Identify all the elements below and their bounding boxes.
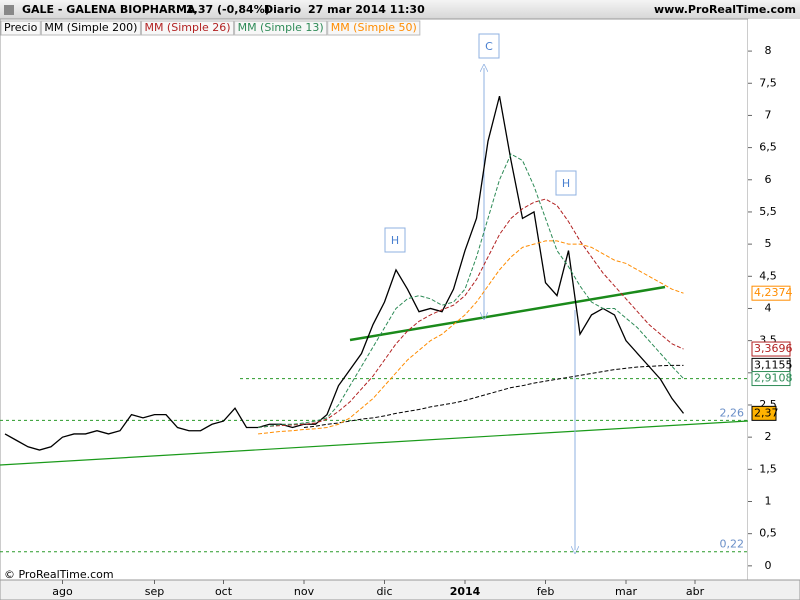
y-tick-label: 1,5 bbox=[759, 462, 777, 475]
x-tick-label: mar bbox=[615, 585, 637, 598]
last-value-label: 3,3696 bbox=[754, 342, 793, 355]
x-tick-label: oct bbox=[215, 585, 233, 598]
pattern-box bbox=[478, 33, 500, 59]
header-icon bbox=[4, 5, 14, 15]
y-tick-label: 0,5 bbox=[759, 527, 777, 540]
x-axis-area bbox=[0, 579, 800, 600]
x-tick-label: dic bbox=[376, 585, 392, 598]
y-tick-label: 6,5 bbox=[759, 141, 777, 154]
legend-box bbox=[140, 20, 235, 36]
legend-box bbox=[0, 20, 41, 36]
y-tick-label: 6 bbox=[765, 173, 772, 186]
legend-box bbox=[234, 20, 328, 36]
pattern-label: C bbox=[485, 40, 493, 53]
x-tick-label: feb bbox=[537, 585, 555, 598]
legend-box bbox=[327, 20, 421, 36]
site: www.ProRealTime.com bbox=[654, 3, 796, 16]
last-value-label: 2,37 bbox=[754, 406, 779, 419]
x-tick-label: 2014 bbox=[450, 585, 481, 598]
last-value-box bbox=[751, 405, 777, 421]
level-label: 2,26 bbox=[720, 406, 745, 419]
y-tick-label: 2 bbox=[765, 430, 772, 443]
pattern-box bbox=[555, 170, 577, 196]
legend-entry: MM (Simple 200) bbox=[44, 21, 137, 34]
legend-entry: MM (Simple 13) bbox=[238, 21, 324, 34]
legend-entry: MM (Simple 50) bbox=[331, 21, 417, 34]
x-tick-label: ago bbox=[52, 585, 73, 598]
date: 27 mar 2014 11:30 bbox=[308, 3, 425, 16]
legend-entry: MM (Simple 26) bbox=[144, 21, 230, 34]
data-layer: 00,511,522,533,544,555,566,577,58agosepo… bbox=[0, 44, 793, 598]
legend: Precio MM (Simple 200) MM (Simple 26) MM (S… bbox=[0, 20, 421, 36]
last-value-box bbox=[751, 341, 791, 357]
copyright: © ProRealTime.com bbox=[4, 568, 114, 581]
y-tick-label: 7,5 bbox=[759, 76, 777, 89]
x-tick-label: nov bbox=[294, 585, 315, 598]
moving-average bbox=[303, 364, 684, 428]
pattern-label: H bbox=[562, 177, 570, 190]
y-tick-label: 4 bbox=[765, 301, 772, 314]
moving-average bbox=[257, 198, 684, 428]
support-trendline bbox=[0, 420, 749, 466]
title: GALE - GALENA BIOPHARMA bbox=[22, 3, 196, 16]
y-tick-label: 7 bbox=[765, 108, 772, 121]
legend-entry: Precio bbox=[4, 21, 38, 34]
last-value-box bbox=[751, 285, 791, 301]
moving-average bbox=[257, 240, 684, 435]
pattern-box bbox=[384, 227, 406, 253]
last-value-box bbox=[751, 371, 791, 387]
y-tick-label: 8 bbox=[765, 44, 772, 57]
y-tick-label: 5,5 bbox=[759, 205, 777, 218]
level-label: 0,22 bbox=[720, 538, 745, 551]
last-value-label: 3,1155 bbox=[754, 358, 793, 371]
y-tick-label: 4,5 bbox=[759, 269, 777, 282]
y-tick-label: 0 bbox=[765, 559, 772, 572]
header-bar bbox=[0, 0, 800, 19]
x-tick-label: sep bbox=[145, 585, 164, 598]
moving-average bbox=[257, 153, 684, 428]
pattern-label: H bbox=[391, 234, 399, 247]
period: Diario bbox=[264, 3, 302, 16]
y-tick-label: 5 bbox=[765, 237, 772, 250]
y-tick-label: 1 bbox=[765, 494, 772, 507]
last-value-label: 2,9108 bbox=[754, 372, 793, 385]
plot-area bbox=[0, 18, 749, 581]
price-label: 2,37 (-0,84%) bbox=[186, 3, 270, 16]
legend-box bbox=[40, 20, 141, 36]
last-value-label: 4,2374 bbox=[754, 286, 793, 299]
price-line bbox=[4, 95, 685, 451]
neckline bbox=[349, 285, 666, 342]
x-tick-label: abr bbox=[686, 585, 705, 598]
